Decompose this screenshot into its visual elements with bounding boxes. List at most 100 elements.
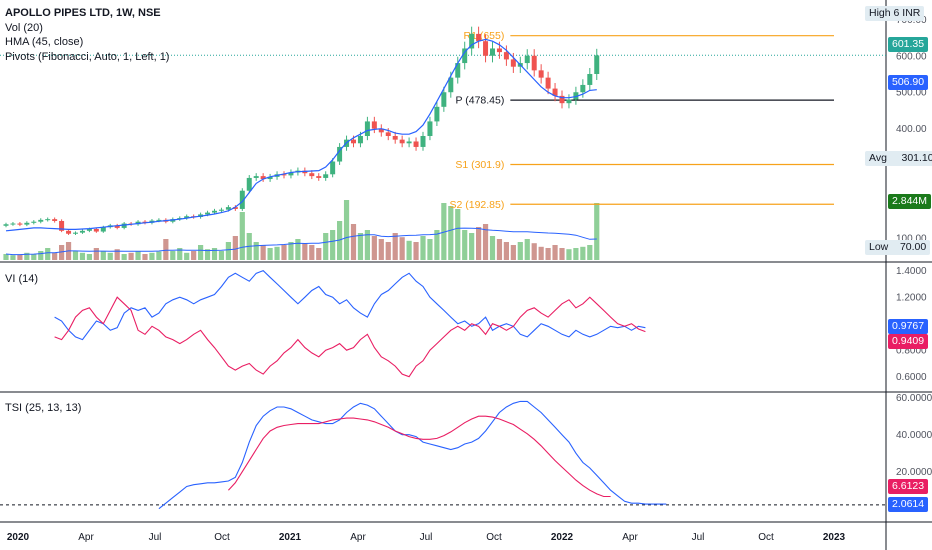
candle-body[interactable] [594, 55, 600, 74]
candle-body[interactable] [45, 219, 51, 221]
candle-body[interactable] [587, 74, 593, 85]
pivots-indicator-label[interactable]: Pivots (Fibonacci, Auto, 1, Left, 1) [5, 50, 170, 63]
candle-body[interactable] [392, 136, 398, 140]
candle-body[interactable] [573, 92, 579, 100]
candle-body[interactable] [441, 92, 447, 107]
candle-body[interactable] [469, 33, 475, 49]
candle-body[interactable] [38, 219, 44, 222]
candle-body[interactable] [212, 210, 217, 213]
candle-body[interactable] [399, 139, 405, 144]
volume-bar [114, 249, 120, 260]
candle-body[interactable] [3, 224, 9, 226]
symbol-title[interactable]: APOLLO PIPES LTD, 1W, NSE [5, 7, 161, 19]
candle-body[interactable] [364, 121, 370, 136]
candle-body[interactable] [121, 223, 127, 228]
candle-body[interactable] [503, 52, 509, 60]
time-tick-label: 2020 [7, 532, 30, 543]
candle-body[interactable] [52, 219, 58, 221]
candle-body[interactable] [357, 136, 363, 144]
volume-bar [448, 206, 454, 260]
candle-body[interactable] [218, 209, 224, 211]
candle-body[interactable] [531, 55, 537, 71]
candle-body[interactable] [385, 132, 391, 136]
volume-ma-line [5, 227, 597, 256]
candlesticks[interactable] [3, 26, 600, 235]
avg-label: Avg [869, 152, 887, 164]
candle-body[interactable] [288, 172, 294, 176]
volume-bar [413, 242, 419, 260]
candle-body[interactable] [406, 141, 412, 144]
candle-body[interactable] [524, 55, 530, 64]
candle-body[interactable] [225, 207, 231, 210]
candle-body[interactable] [323, 174, 329, 178]
candle-body[interactable] [420, 136, 426, 147]
tsi-pane-title[interactable]: TSI (25, 13, 13) [5, 402, 82, 414]
candle-body[interactable] [100, 227, 106, 232]
candle-body[interactable] [184, 216, 190, 219]
candle-body[interactable] [559, 95, 565, 104]
candle-body[interactable] [552, 88, 558, 96]
candle-body[interactable] [10, 223, 16, 225]
candle-body[interactable] [93, 229, 99, 232]
volume-bar [330, 230, 336, 260]
volume-bar [406, 240, 412, 260]
time-tick-label: 2022 [551, 532, 574, 543]
candle-body[interactable] [566, 99, 572, 104]
volume-bar [100, 251, 106, 260]
volume-bar [170, 251, 176, 260]
candle-body[interactable] [59, 220, 65, 231]
candle-body[interactable] [156, 219, 162, 221]
candle-body[interactable] [79, 230, 85, 233]
candle-body[interactable] [24, 222, 30, 225]
candle-body[interactable] [309, 173, 315, 177]
candle-body[interactable] [260, 176, 266, 180]
candle-body[interactable] [434, 106, 440, 122]
candle-body[interactable] [267, 176, 273, 180]
candle-body[interactable] [476, 33, 482, 42]
candle-body[interactable] [462, 48, 468, 64]
candle-body[interactable] [580, 84, 586, 93]
currency-label[interactable]: INR [902, 7, 921, 19]
candle-body[interactable] [448, 77, 454, 93]
candle-body[interactable] [490, 48, 495, 56]
candle-body[interactable] [351, 139, 356, 144]
candle-body[interactable] [17, 223, 23, 225]
candle-body[interactable] [337, 146, 343, 162]
candle-body[interactable] [413, 141, 419, 147]
volume-bar [538, 246, 544, 260]
candle-body[interactable] [427, 121, 433, 136]
candle-body[interactable] [253, 176, 259, 178]
candle-body[interactable] [66, 230, 72, 234]
candle-body[interactable] [31, 221, 37, 223]
candle-body[interactable] [371, 121, 377, 129]
candle-body[interactable] [483, 41, 489, 56]
volume-bar [24, 252, 30, 260]
candle-body[interactable] [378, 128, 384, 133]
vi-plus-line [54, 269, 646, 341]
high-badge: High 6 INR [865, 6, 925, 21]
vol-indicator-label[interactable]: Vol (20) [5, 21, 43, 34]
volume-bar [559, 248, 565, 260]
volume-bar [420, 236, 426, 260]
candle-body[interactable] [330, 161, 336, 175]
candle-body[interactable] [73, 232, 78, 234]
candle-body[interactable] [239, 190, 245, 209]
volume-bar [566, 249, 572, 260]
tsi-signal-line [227, 415, 611, 498]
candle-body[interactable] [538, 70, 544, 78]
candle-body[interactable] [114, 225, 120, 228]
vi-pane-title[interactable]: VI (14) [5, 273, 39, 285]
candle-body[interactable] [232, 207, 238, 209]
candle-body[interactable] [316, 176, 322, 178]
candle-body[interactable] [281, 174, 287, 176]
candle-body[interactable] [86, 229, 92, 231]
candle-body[interactable] [205, 212, 211, 215]
candle-body[interactable] [496, 48, 502, 53]
candle-body[interactable] [510, 59, 516, 67]
tsi-value-badge: 2.0614 [888, 497, 929, 512]
hma-indicator-label[interactable]: HMA (45, close) [5, 36, 84, 48]
candle-body[interactable] [455, 63, 461, 78]
candle-body[interactable] [246, 177, 252, 191]
candle-body[interactable] [545, 77, 551, 89]
